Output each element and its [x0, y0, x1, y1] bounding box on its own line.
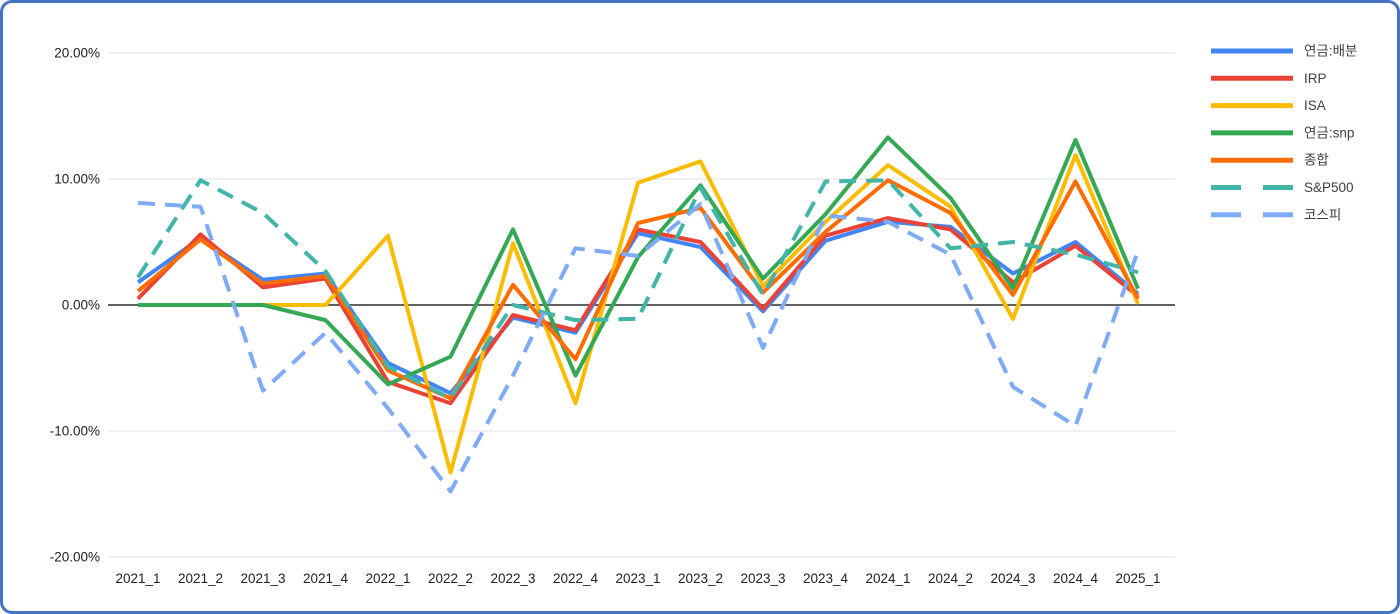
x-tick-label: 2021_2: [178, 571, 223, 586]
x-tick-label: 2023_2: [678, 571, 723, 586]
x-tick-label: 2024_2: [928, 571, 973, 586]
x-tick-label: 2021_4: [303, 571, 349, 586]
legend: 연금:배분 IRP ISA 연금:snp 종합 S&P500 코스피: [1211, 44, 1357, 222]
legend-label: ISA: [1304, 98, 1326, 113]
x-tick-label: 2024_3: [990, 571, 1035, 586]
legend-label: 종합: [1304, 153, 1329, 168]
x-tick-label: 2024_1: [865, 571, 910, 586]
legend-label: 연금:snp: [1304, 125, 1354, 140]
x-tick-label: 2023_4: [803, 571, 849, 586]
legend-item: 종합: [1211, 153, 1329, 168]
legend-label: 코스피: [1304, 207, 1341, 222]
legend-item: ISA: [1211, 98, 1326, 113]
legend-item: 연금:배분: [1211, 44, 1357, 59]
series-line-5: [136, 178, 1140, 401]
series-line-3: [138, 153, 1140, 475]
y-tick-label: 20.00%: [54, 46, 100, 61]
legend-item: IRP: [1211, 71, 1327, 86]
x-tick-label: 2025_1: [1115, 571, 1160, 586]
x-tick-label: 2022_3: [490, 571, 535, 586]
legend-item: 코스피: [1211, 207, 1341, 222]
x-tick-label: 2022_1: [365, 571, 410, 586]
series-line-6: [136, 178, 1139, 401]
series-line-7: [137, 200, 1140, 494]
x-tick-label: 2022_4: [553, 571, 599, 586]
legend-label: IRP: [1304, 71, 1327, 86]
legend-label: S&P500: [1304, 180, 1354, 195]
x-tick-label: 2021_3: [240, 571, 285, 586]
x-tick-label: 2024_4: [1053, 571, 1099, 586]
y-tick-label: 10.00%: [54, 172, 100, 187]
line-chart-canvas: 20.00% 10.00% 0.00% -10.00% -20.00% 2021_1 202…: [50, 44, 1358, 587]
x-tick-label: 2021_1: [115, 571, 160, 586]
y-tick-label: -20.00%: [50, 550, 100, 565]
legend-item: 연금:snp: [1211, 125, 1354, 140]
y-tick-label: 0.00%: [62, 298, 100, 313]
legend-item: S&P500: [1211, 180, 1354, 195]
x-tick-label: 2022_2: [428, 571, 473, 586]
legend-label: 연금:배분: [1304, 44, 1357, 59]
x-tick-label: 2023_1: [615, 571, 660, 586]
x-tick-label: 2023_3: [740, 571, 785, 586]
series-line-1: [136, 219, 1140, 396]
y-tick-label: -10.00%: [50, 424, 100, 439]
